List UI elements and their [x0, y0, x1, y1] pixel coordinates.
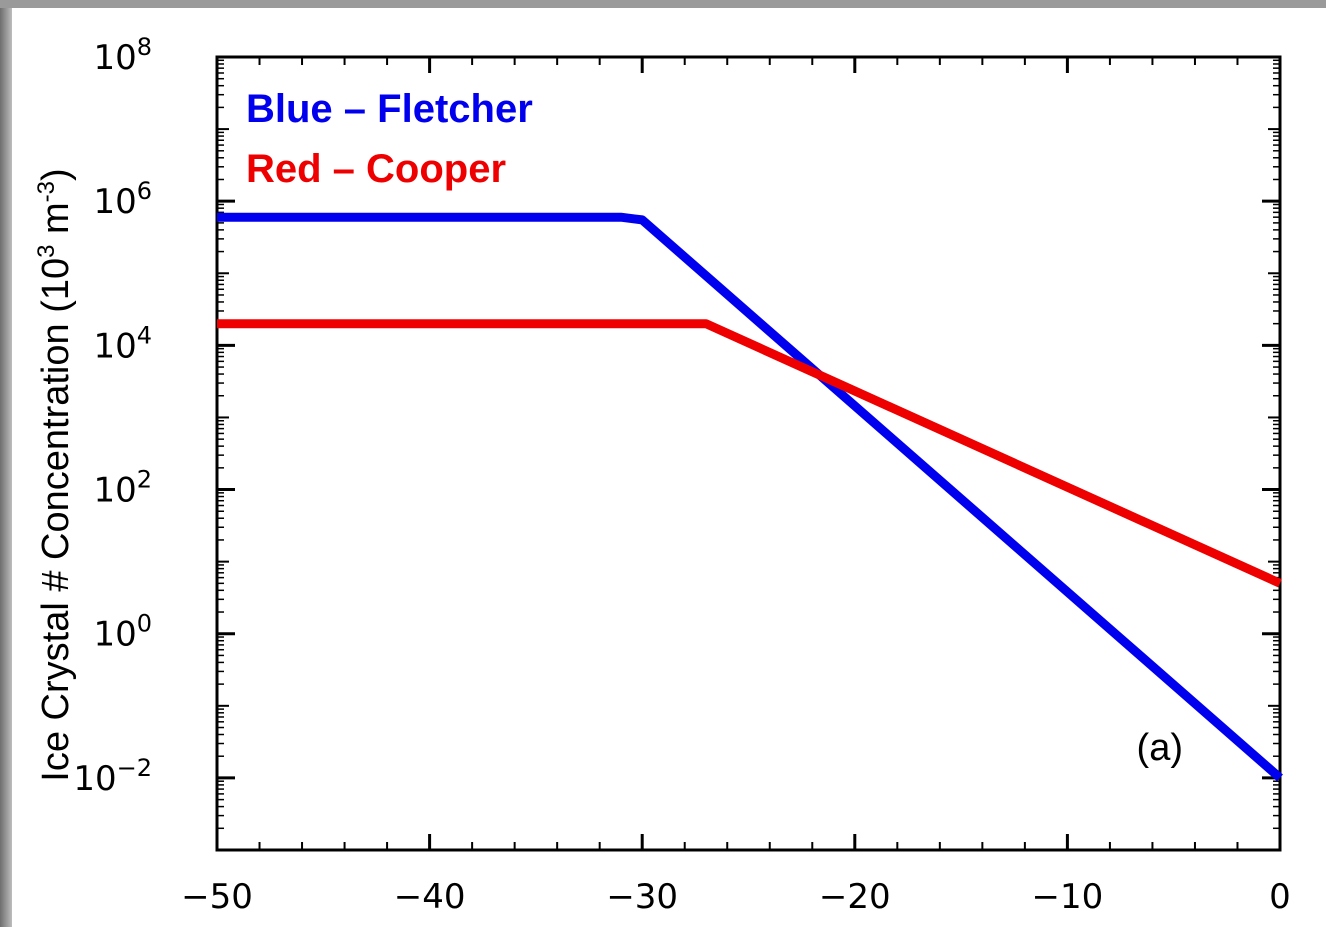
x-tick-labels: −50 −40 −30 −20 −10 0 — [181, 877, 1291, 917]
y-tick-label: 10−2 — [73, 754, 152, 799]
x-tick-label: −20 — [819, 877, 891, 917]
series-lines — [217, 212, 1283, 782]
panel-annotation: (a) — [1137, 727, 1183, 769]
x-tick-label: −40 — [394, 877, 466, 917]
x-tick-label: −30 — [606, 877, 678, 917]
legend-entry-cooper: Red – Cooper — [246, 147, 506, 191]
y-tick-label: 102 — [93, 466, 152, 511]
y-tick-label: 100 — [93, 610, 152, 655]
plot-border — [215, 55, 1282, 852]
left-edge-band — [0, 0, 12, 927]
y-tick-labels: 10−2 100 102 104 106 108 — [73, 33, 152, 799]
y-tick-label: 108 — [93, 33, 152, 78]
y-axis-label: Ice Crystal # Concentration (103 m-3) — [33, 168, 77, 781]
x-tick-label: −50 — [181, 877, 253, 917]
series-line-0 — [217, 212, 1283, 782]
x-tick-label: −10 — [1032, 877, 1104, 917]
series-line-1 — [217, 319, 1282, 588]
top-edge-band — [0, 0, 1326, 8]
major-ticks — [215, 55, 1282, 851]
y-tick-label: 104 — [93, 321, 152, 366]
legend-entry-fletcher: Blue – Fletcher — [246, 87, 533, 131]
x-tick-label: 0 — [1269, 877, 1291, 917]
y-tick-label: 106 — [93, 177, 152, 222]
